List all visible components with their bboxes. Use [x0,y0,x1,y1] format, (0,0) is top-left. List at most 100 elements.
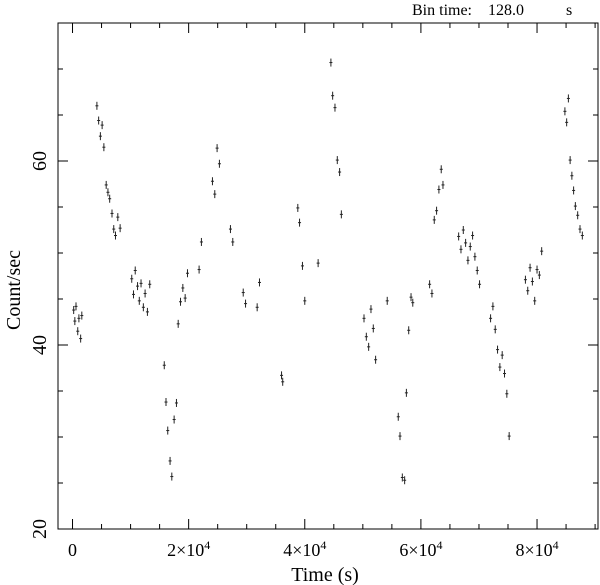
x-tick-label: 0 [68,540,77,560]
data-point [136,282,140,291]
data-point [533,296,537,305]
x-tick-label: 2×104 [167,538,210,560]
x-tick-exponent: 4 [320,538,326,552]
bin-time-unit: s [566,2,572,19]
data-point [143,289,147,298]
x-tick-exponent: 4 [204,538,210,552]
data-point [403,476,407,485]
data-point [183,294,187,303]
data-point [199,237,203,246]
data-point [498,363,502,372]
data-point [168,456,172,465]
data-point [570,171,574,180]
data-point [473,252,477,261]
data-point [578,225,582,234]
data-point [507,432,511,441]
data-point [493,325,497,334]
data-point [80,311,84,320]
data-point [113,231,117,240]
data-point [185,269,189,278]
data-point [106,188,110,197]
y-tick-label: 40 [29,335,51,355]
data-point [213,190,217,199]
data-point [108,194,112,203]
data-point [241,288,245,297]
data-point [104,180,108,189]
data-point [174,398,178,407]
data-point [580,231,584,240]
data-point [79,334,83,343]
data-point [537,271,541,280]
data-point [139,279,143,288]
data-point [172,415,176,424]
data-point [400,473,404,482]
data-point [141,303,145,312]
data-point [503,369,507,378]
data-point [296,203,300,212]
data-point [162,361,166,370]
data-point [573,202,577,211]
data-point [437,185,441,194]
data-point [244,299,248,308]
data-point [430,289,434,298]
data-point [97,116,101,125]
data-point [526,286,530,295]
data-point [333,103,337,112]
data-point [210,177,214,186]
x-axis-label: Time (s) [291,564,359,585]
data-point [576,211,580,220]
data-point [102,143,106,152]
data-point [489,314,493,323]
axis-ticks [58,22,598,530]
data-point [530,277,534,286]
x-tick-label: 4×104 [283,538,326,560]
data-point [73,317,77,326]
data-point [98,132,102,141]
x-tick-exponent: 4 [436,538,442,552]
data-point [74,302,78,311]
data-point [505,389,509,398]
data-point [432,215,436,224]
data-point [100,121,104,130]
data-point [133,266,137,275]
data-point [145,307,149,316]
data-point [371,324,375,333]
data-point [464,238,468,247]
data-point [148,280,152,289]
data-point [338,168,342,177]
y-tick-label: 60 [29,151,51,171]
data-point [398,432,402,441]
data-point [396,412,400,421]
data-point [255,303,259,312]
data-point [535,265,539,274]
data-point [411,298,415,307]
y-axis-label: Count/sec [3,250,25,330]
data-point [459,245,463,254]
data-point [166,426,170,435]
data-point [137,296,141,305]
data-point [281,377,285,386]
data-point [385,296,389,305]
bin-time-value: 128.0 [488,2,524,19]
data-point [110,209,114,218]
data-point [176,319,180,328]
data-point [231,237,235,246]
x-tick-label: 8×104 [515,538,558,560]
data-point [466,256,470,265]
data-point [303,296,307,305]
data-point [566,94,570,103]
data-point [228,225,232,234]
data-point [572,186,576,195]
data-points [72,58,584,485]
data-point [130,274,134,283]
data-point [409,293,413,302]
data-point [404,388,408,397]
data-point [528,263,532,272]
data-point [364,332,368,341]
data-point [471,231,475,240]
data-point [170,472,174,481]
data-point [179,297,183,306]
data-point [475,266,479,275]
data-point [491,302,495,311]
data-point [116,213,120,222]
